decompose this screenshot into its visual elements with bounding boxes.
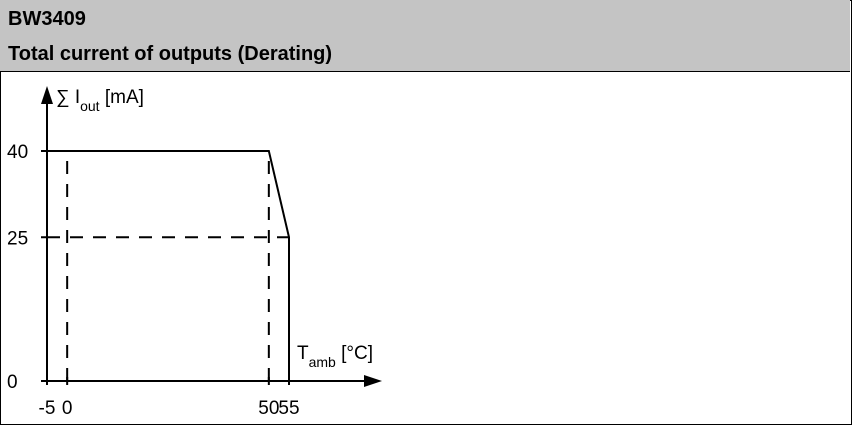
y-axis-label: ∑ Iout [mA] <box>56 87 144 114</box>
y-tick-label: 25 <box>7 228 28 249</box>
x-axis-label-prefix: T <box>297 343 309 364</box>
y-tick-label: 40 <box>7 142 28 163</box>
derating-curve-0 <box>47 150 290 381</box>
x-tick-label: -5 <box>39 398 56 419</box>
y-axis-label-suffix: [mA] <box>100 87 144 108</box>
x-axis-label-suffix: [°C] <box>336 343 373 364</box>
figure-subtitle: Total current of outputs (Derating) <box>8 43 333 65</box>
x-axis-label: Tamb [°C] <box>297 343 373 370</box>
y-tick-label: 0 <box>7 372 18 393</box>
y-axis-label-prefix: ∑ I <box>56 87 80 108</box>
y-axis-arrow <box>41 86 53 104</box>
figure-header: BW3409 Total current of outputs (Deratin… <box>0 0 850 72</box>
x-tick-label: 0 <box>62 398 73 419</box>
x-tick-label: 50 <box>258 398 279 419</box>
x-axis-arrow <box>364 375 382 387</box>
reference-lines <box>47 151 289 381</box>
series-group <box>47 150 290 381</box>
x-ticks: -5 0 50 55 <box>39 377 300 419</box>
y-ticks: 0 25 40 <box>7 142 47 393</box>
y-axis-label-sub: out <box>80 98 100 114</box>
x-tick-label: 55 <box>278 398 299 419</box>
figure-title: BW3409 <box>8 8 86 30</box>
x-axis-label-sub: amb <box>309 354 336 370</box>
